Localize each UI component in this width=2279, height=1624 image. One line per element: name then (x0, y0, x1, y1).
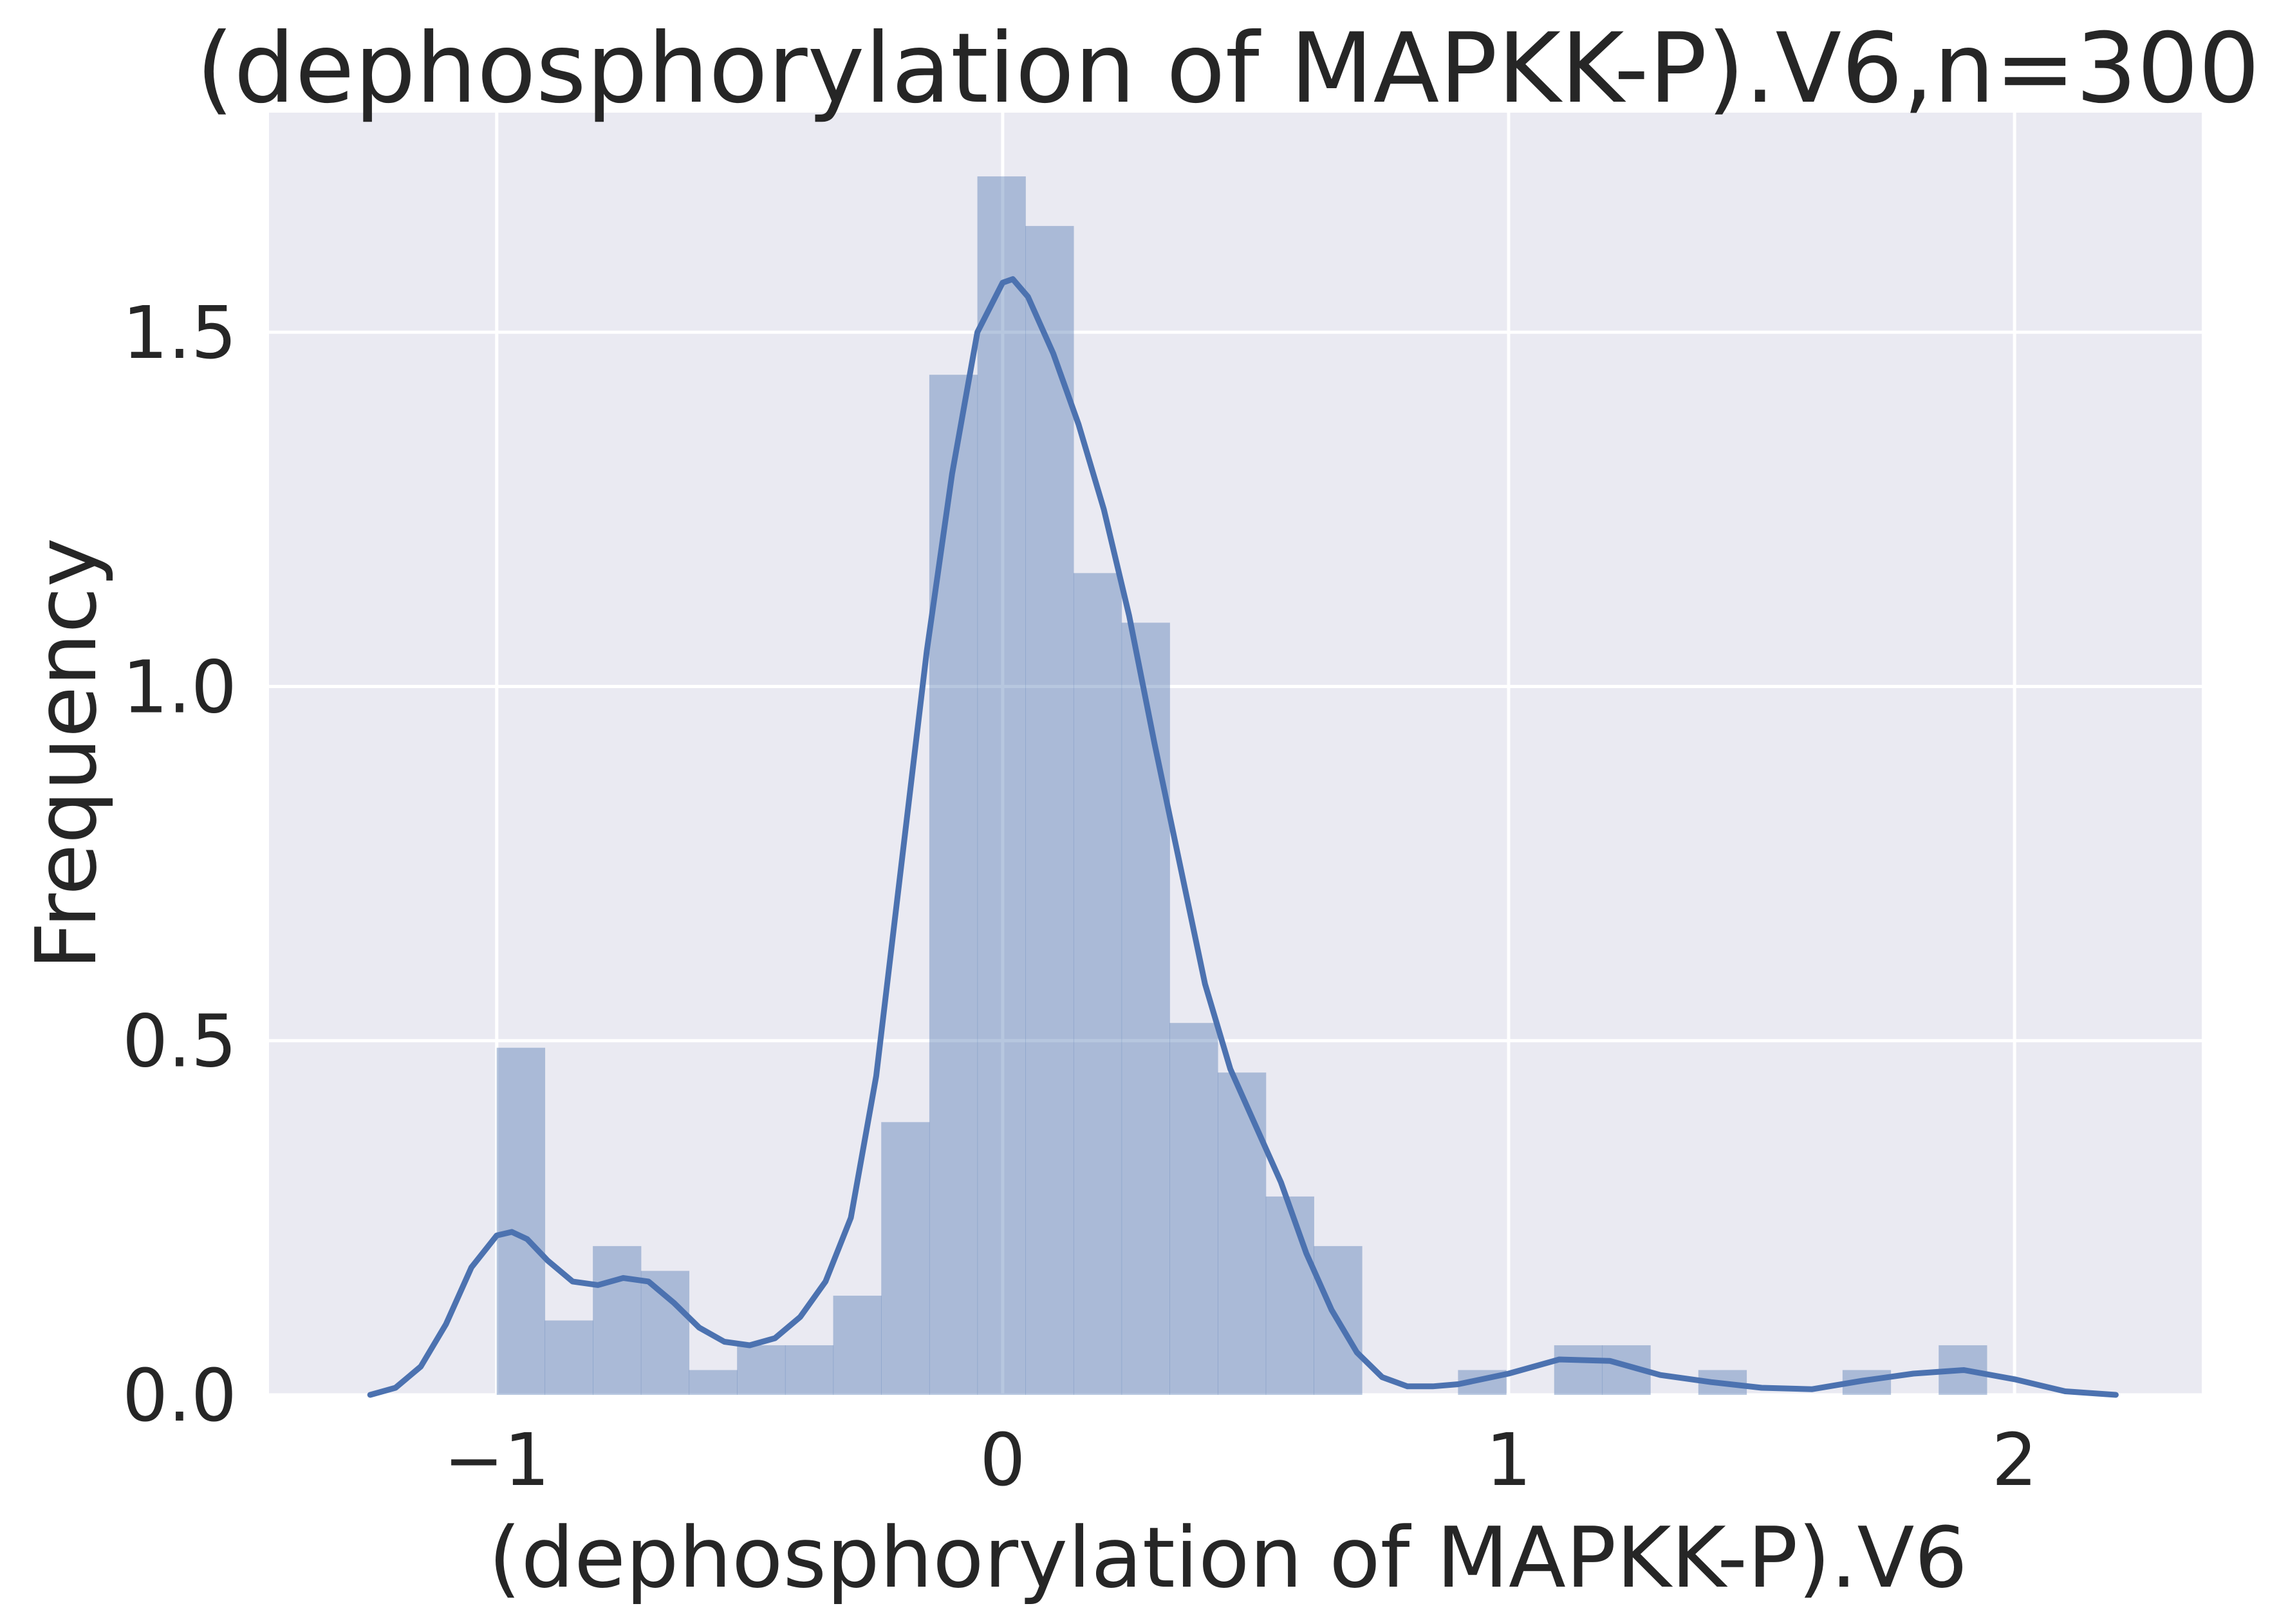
histogram-bar-10 (977, 176, 1026, 1395)
y-tick-label-0: 0.0 (122, 1354, 237, 1438)
histogram-bar-3 (640, 1271, 690, 1395)
chart-title: (dephosphorylation of MAPKK-P).V6,n=300 (196, 13, 2260, 125)
y-tick-labels: 0.0 0.5 1.0 1.5 (122, 292, 237, 1438)
histogram-bar-22 (1554, 1345, 1603, 1395)
histogram-bars (496, 176, 1987, 1395)
x-tick-label-3: 2 (1992, 1419, 2038, 1502)
gridlines (269, 113, 2202, 1397)
x-tick-labels: −1 0 1 2 (443, 1419, 2038, 1502)
histogram-bar-8 (881, 1122, 930, 1395)
y-tick-label-3: 1.5 (122, 292, 237, 375)
plot-background (269, 113, 2202, 1395)
histogram-bar-9 (929, 375, 978, 1395)
histogram-bar-16 (1265, 1196, 1314, 1395)
histogram-bar-14 (1169, 1023, 1218, 1395)
histogram-bar-12 (1073, 573, 1122, 1395)
histogram-bar-6 (785, 1345, 834, 1395)
x-tick-label-1: 0 (980, 1419, 1025, 1502)
histogram-bar-0 (496, 1047, 546, 1395)
y-tick-label-1: 0.5 (122, 1000, 237, 1084)
x-tick-label-2: 1 (1485, 1419, 1531, 1502)
histogram-bar-1 (544, 1320, 593, 1395)
histogram-bar-15 (1217, 1072, 1267, 1395)
histogram-bar-4 (689, 1370, 738, 1395)
kde-line (367, 276, 2119, 1398)
histogram-bar-5 (737, 1345, 786, 1395)
x-tick-label-0: −1 (443, 1419, 550, 1502)
histogram-bar-11 (1025, 226, 1074, 1395)
histogram-bar-2 (593, 1246, 642, 1395)
y-tick-label-2: 1.0 (122, 646, 237, 729)
histogram-bar-7 (833, 1295, 882, 1395)
histogram-bar-13 (1121, 622, 1170, 1395)
x-axis-label: (dephosphorylation of MAPKK-P).V6 (488, 1509, 1967, 1607)
y-axis-label: Frequency (17, 537, 115, 970)
